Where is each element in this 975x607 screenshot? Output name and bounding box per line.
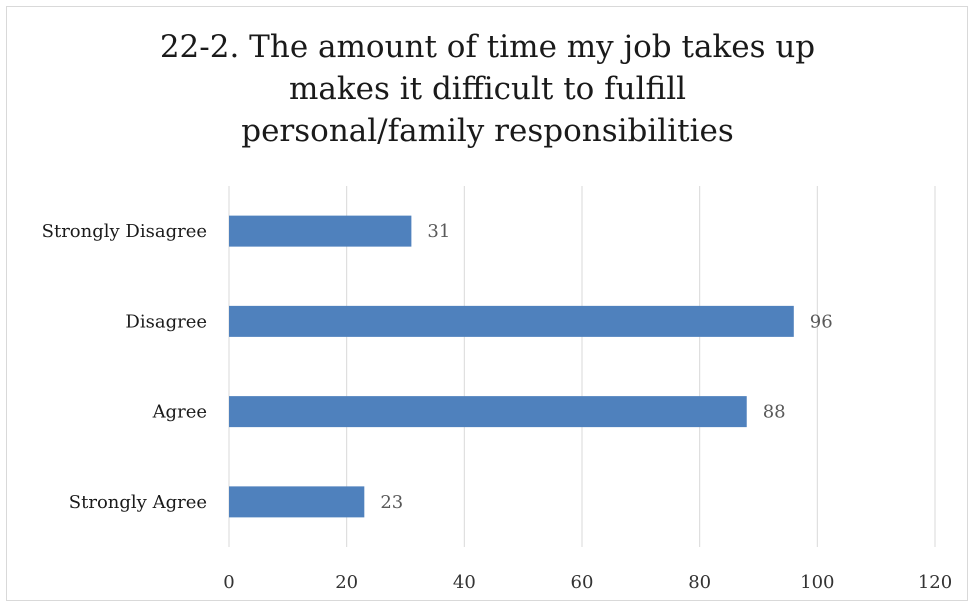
data-label-strongly-disagree: 31 bbox=[427, 221, 450, 242]
chart-title: 22-2. The amount of time my job takes up… bbox=[0, 26, 975, 152]
data-label-agree: 88 bbox=[763, 402, 786, 423]
chart-frame bbox=[6, 6, 968, 601]
chart-title-line-2: makes it difficult to fulfill bbox=[288, 71, 687, 107]
bar-strongly-agree bbox=[229, 486, 365, 518]
chart-title-line-3: personal/family responsibilities bbox=[241, 113, 734, 149]
bar-agree bbox=[229, 396, 747, 428]
category-label-disagree: Disagree bbox=[125, 311, 207, 332]
chart-title-line-1: 22-2. The amount of time my job takes up bbox=[159, 29, 816, 65]
x-tick-label-100: 100 bbox=[800, 572, 834, 593]
data-label-disagree: 96 bbox=[810, 311, 833, 332]
category-label-agree: Agree bbox=[152, 402, 207, 423]
bars bbox=[229, 215, 794, 518]
data-labels: 31 96 88 23 bbox=[380, 221, 832, 513]
bar-strongly-disagree bbox=[229, 215, 412, 247]
data-label-strongly-agree: 23 bbox=[380, 492, 403, 513]
x-axis-tick-labels: 0 20 40 60 80 100 120 bbox=[223, 572, 952, 593]
x-tick-label-120: 120 bbox=[918, 572, 952, 593]
category-label-strongly-agree: Strongly Agree bbox=[69, 492, 207, 513]
bar-disagree bbox=[229, 305, 794, 337]
category-labels: Strongly Disagree Disagree Agree Strongly A… bbox=[42, 221, 207, 513]
category-label-strongly-disagree: Strongly Disagree bbox=[42, 221, 207, 242]
x-tick-label-20: 20 bbox=[335, 572, 358, 593]
x-tick-label-40: 40 bbox=[453, 572, 476, 593]
x-tick-label-80: 80 bbox=[688, 572, 711, 593]
x-tick-label-0: 0 bbox=[223, 572, 234, 593]
x-tick-label-60: 60 bbox=[571, 572, 594, 593]
